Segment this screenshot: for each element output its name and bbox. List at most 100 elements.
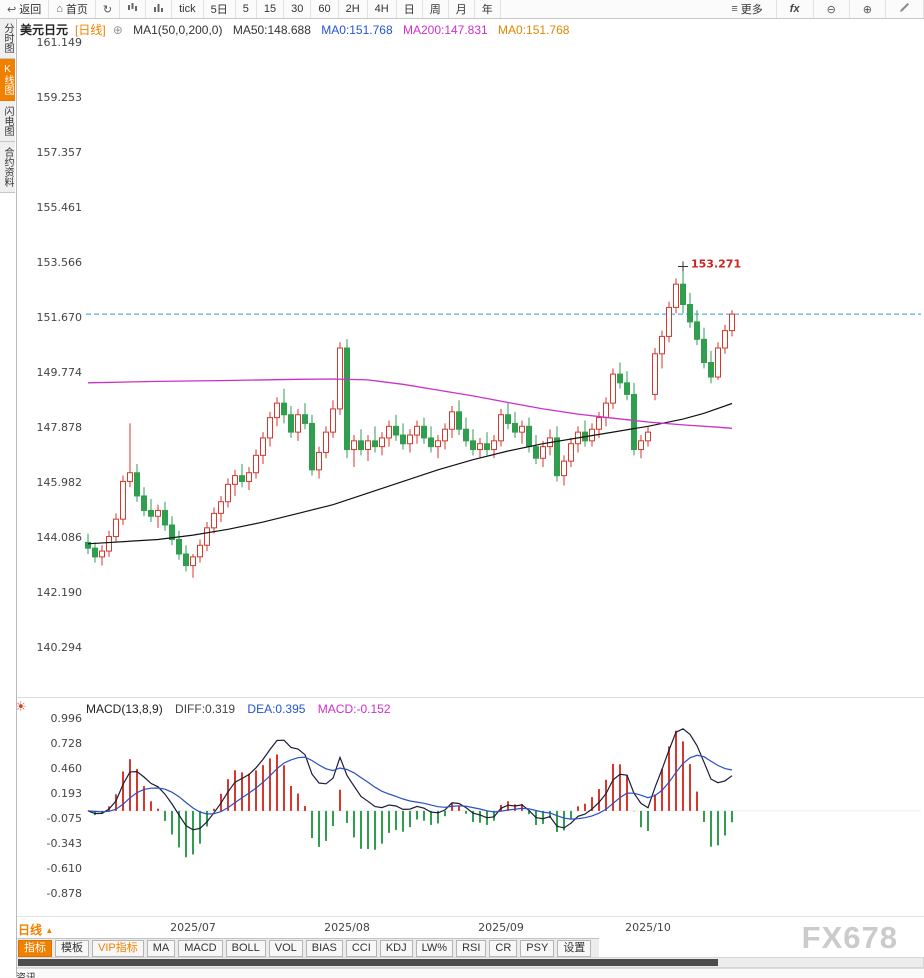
interval-5m-button[interactable]: 5 (236, 0, 257, 18)
svg-text:-0.075: -0.075 (47, 812, 82, 825)
toolbar: ↩ 返回 ⌂ 首页 ↻ tick 5日 5 15 30 60 2H 4H 日 周… (0, 0, 924, 19)
svg-text:2025/10: 2025/10 (625, 921, 671, 934)
svg-text:159.253: 159.253 (37, 91, 83, 104)
home-button[interactable]: ⌂ 首页 (49, 0, 96, 18)
zoom-in-icon: ⊕ (862, 3, 872, 16)
svg-text:153.271: 153.271 (691, 258, 741, 271)
news-tab[interactable]: 资讯 (16, 969, 36, 978)
svg-text:147.878: 147.878 (37, 421, 83, 434)
draw-button[interactable] (886, 0, 924, 18)
zoom-out-button[interactable]: ⊖ (814, 0, 850, 18)
interval-15m-button[interactable]: 15 (257, 0, 285, 18)
bar-chart-icon (153, 2, 164, 16)
sidebar-item-time-chart[interactable]: 分时图 (0, 18, 15, 59)
interval-year-button[interactable]: 年 (475, 0, 501, 18)
svg-text:0.193: 0.193 (51, 787, 83, 800)
svg-text:-0.610: -0.610 (47, 862, 82, 875)
tab-psy[interactable]: PSY (520, 940, 555, 957)
svg-text:0.996: 0.996 (51, 712, 83, 725)
svg-text:-0.343: -0.343 (47, 837, 82, 850)
interval-2h-button[interactable]: 2H (339, 0, 368, 18)
chart-type-bar-button[interactable] (146, 0, 173, 18)
tab-vol[interactable]: VOL (268, 940, 303, 957)
zoom-in-button[interactable]: ⊕ (850, 0, 886, 18)
svg-text:0.728: 0.728 (51, 737, 83, 750)
interval-4h-button[interactable]: 4H (368, 0, 397, 18)
ma50-value: MA50:148.688 (232, 23, 311, 37)
symbol-name: 美元日元 (20, 23, 69, 37)
back-icon: ↩ (7, 3, 17, 16)
candlestick-chart-icon (127, 2, 138, 16)
sidebar-item-contract-info[interactable]: 合约资料 (0, 142, 15, 193)
home-label: 首页 (65, 4, 88, 16)
tab-kdj[interactable]: KDJ (379, 940, 413, 957)
sidebar-item-kline-chart[interactable]: K线图 (0, 59, 15, 101)
zoom-out-icon: ⊖ (826, 3, 836, 16)
ma0-orange-value: MA0:151.768 (498, 23, 570, 37)
svg-text:161.149: 161.149 (37, 36, 83, 49)
ma-settings: MA1(50,0,200,0) (133, 23, 223, 37)
svg-text:155.461: 155.461 (37, 201, 83, 214)
interval-day-button[interactable]: 日 (397, 0, 423, 18)
interval-5day-button[interactable]: 5日 (204, 0, 236, 18)
tab-vip-indicator[interactable]: VIP指标 (92, 940, 144, 957)
tab-rsi[interactable]: RSI (456, 940, 487, 957)
period-dropdown-label: 日线 (18, 923, 43, 937)
svg-text:149.774: 149.774 (37, 366, 83, 379)
back-button[interactable]: ↩ 返回 (0, 0, 50, 18)
tab-indicator[interactable]: 指标 (18, 940, 52, 957)
sidebar-item-lightning-chart[interactable]: 闪电图 (0, 101, 15, 142)
pencil-icon (899, 2, 910, 16)
svg-text:144.086: 144.086 (37, 531, 83, 544)
home-icon: ⌂ (56, 3, 63, 15)
back-label: 返回 (19, 4, 42, 16)
tab-template[interactable]: 模板 (55, 940, 89, 957)
tab-cr[interactable]: CR (489, 940, 518, 957)
svg-text:151.670: 151.670 (37, 311, 83, 324)
menu-icon: ≡ (731, 3, 738, 15)
macd-diff-value: DIFF:0.319 (175, 702, 236, 716)
tab-lw[interactable]: LW% (415, 940, 454, 957)
svg-text:153.566: 153.566 (37, 256, 83, 269)
tab-boll[interactable]: BOLL (225, 940, 266, 957)
interval-tick-button[interactable]: tick (172, 0, 204, 18)
fx-indicator-button[interactable]: fx (777, 0, 814, 18)
tab-bias[interactable]: BIAS (305, 940, 343, 957)
horizontal-scrollbar[interactable] (16, 957, 924, 968)
fx-icon: fx (789, 3, 800, 15)
tab-ma[interactable]: MA (146, 940, 176, 957)
indicator-tabbar: 指标 模板 VIP指标 MA MACD BOLL VOL BIAS CCI KD… (16, 938, 600, 958)
ma0-blue-value: MA0:151.768 (321, 23, 393, 37)
refresh-icon: ↻ (102, 3, 113, 16)
chart-type-candle-button[interactable] (120, 0, 147, 18)
svg-text:-0.878: -0.878 (47, 887, 82, 900)
period-dropdown[interactable]: 日线 ▲ (18, 921, 53, 938)
interval-week-button[interactable]: 周 (423, 0, 449, 18)
macd-header: MACD(13,8,9) DIFF:0.319 DEA:0.395 MACD:-… (86, 702, 400, 716)
scrollbar-thumb[interactable] (18, 959, 718, 966)
tab-cci[interactable]: CCI (345, 940, 377, 957)
expand-icon[interactable]: ⊕ (112, 23, 123, 37)
more-button[interactable]: ≡ 更多 (718, 0, 777, 18)
macd-hist-value: MACD:-0.152 (317, 702, 391, 716)
macd-dea-value: DEA:0.395 (247, 702, 306, 716)
svg-text:2025/08: 2025/08 (324, 921, 370, 934)
ma200-value: MA200:147.831 (402, 23, 488, 37)
svg-text:0.460: 0.460 (51, 762, 83, 775)
interval-60m-button[interactable]: 60 (311, 0, 339, 18)
svg-text:2025/07: 2025/07 (170, 921, 216, 934)
interval-month-button[interactable]: 月 (449, 0, 475, 18)
svg-text:140.294: 140.294 (37, 641, 83, 654)
svg-text:145.982: 145.982 (37, 476, 83, 489)
interval-30m-button[interactable]: 30 (284, 0, 312, 18)
sidebar: 分时图 K线图 闪电图 合约资料 (0, 18, 17, 977)
tab-macd[interactable]: MACD (178, 940, 223, 957)
indicator-settings-icon[interactable]: ☀ (15, 699, 27, 714)
tab-settings[interactable]: 设置 (557, 940, 592, 957)
news-bar: 资讯 (0, 968, 924, 978)
refresh-button[interactable]: ↻ (96, 0, 121, 18)
macd-title: MACD(13,8,9) (86, 702, 163, 716)
chart-header: 美元日元 [日线] ⊕ MA1(50,0,200,0) MA50:148.688 M… (20, 21, 576, 38)
chevron-up-icon: ▲ (45, 926, 54, 935)
